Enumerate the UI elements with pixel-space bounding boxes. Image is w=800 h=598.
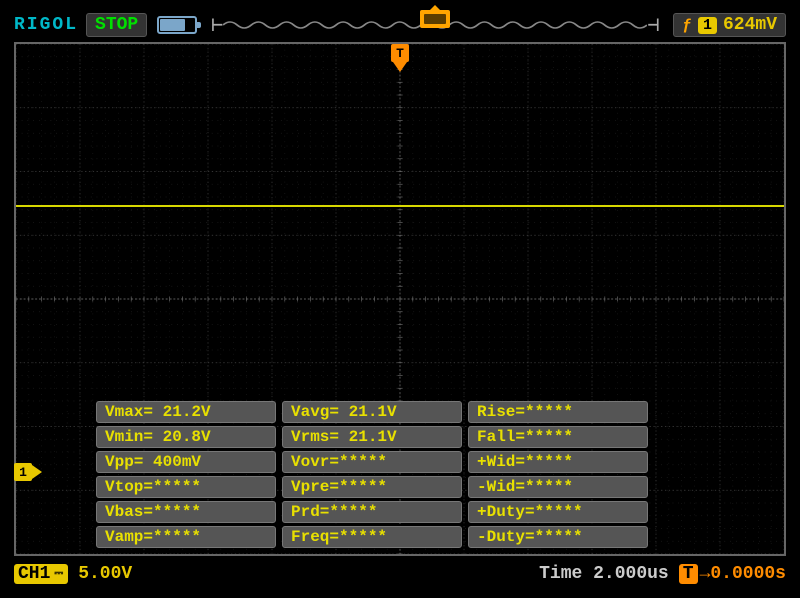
top-bar: RIGOL STOP ⊢ ⊣ ƒ 1 624mV — [14, 12, 786, 38]
overview-trigger-window — [420, 10, 450, 28]
measurement-cell: Freq=***** — [282, 526, 462, 548]
measurements-panel: Vmax= 21.2V Vavg= 21.1V Rise=***** Vmin= 20… — [96, 401, 648, 548]
channel-1-ground-marker: 1 — [14, 463, 32, 481]
measurement-cell: Vovr=***** — [282, 451, 462, 473]
measurement-cell: Vtop=***** — [96, 476, 276, 498]
measurement-cell: Vmin= 20.8V — [96, 426, 276, 448]
horizontal-overview: ⊢ ⊣ — [211, 15, 659, 35]
measurement-cell: -Wid=***** — [468, 476, 648, 498]
oscilloscope-screen: RIGOL STOP ⊢ ⊣ ƒ 1 624mV T — [0, 0, 800, 598]
overview-bracket-left: ⊢ — [211, 12, 223, 38]
trigger-info: ƒ 1 624mV — [673, 13, 786, 37]
waveform-area: T 1 Vmax= 21.2V Vavg= 21.1V Rise=***** Vmin… — [14, 42, 786, 556]
run-status: STOP — [86, 13, 147, 37]
channel-badge: CH1 ⎓ — [14, 564, 68, 584]
battery-fill — [160, 19, 185, 31]
trigger-level: 624mV — [723, 15, 777, 35]
measurement-cell: Vavg= 21.1V — [282, 401, 462, 423]
measurement-cell: Fall=***** — [468, 426, 648, 448]
trigger-position-marker: T — [391, 44, 409, 72]
brand-label: RIGOL — [14, 15, 78, 35]
measurement-cell: Vamp=***** — [96, 526, 276, 548]
overview-wave — [223, 18, 647, 32]
channel-name: CH1 — [18, 564, 50, 584]
measurement-cell: +Duty=***** — [468, 501, 648, 523]
channel-1-trace — [16, 205, 784, 207]
measurement-cell: +Wid=***** — [468, 451, 648, 473]
bottom-bar: CH1 ⎓ 5.00V Time 2.000us T→0.0000s — [14, 560, 786, 588]
measurement-cell: Vrms= 21.1V — [282, 426, 462, 448]
measurement-cell: Vmax= 21.2V — [96, 401, 276, 423]
volts-per-div: 5.00V — [78, 564, 132, 584]
trigger-channel-badge: 1 — [698, 17, 717, 34]
measurement-cell: -Duty=***** — [468, 526, 648, 548]
trigger-offset: T→0.0000s — [679, 564, 786, 584]
measurement-cell: Vbas=***** — [96, 501, 276, 523]
measurement-cell: Vpre=***** — [282, 476, 462, 498]
battery-icon — [157, 16, 197, 34]
overview-bracket-right: ⊣ — [647, 12, 659, 38]
trigger-edge-icon: ƒ — [682, 16, 692, 34]
measurement-cell: Rise=***** — [468, 401, 648, 423]
measurement-cell: Prd=***** — [282, 501, 462, 523]
timebase: Time 2.000us — [539, 564, 669, 584]
coupling-icon: ⎓ — [54, 568, 62, 580]
measurement-cell: Vpp= 400mV — [96, 451, 276, 473]
